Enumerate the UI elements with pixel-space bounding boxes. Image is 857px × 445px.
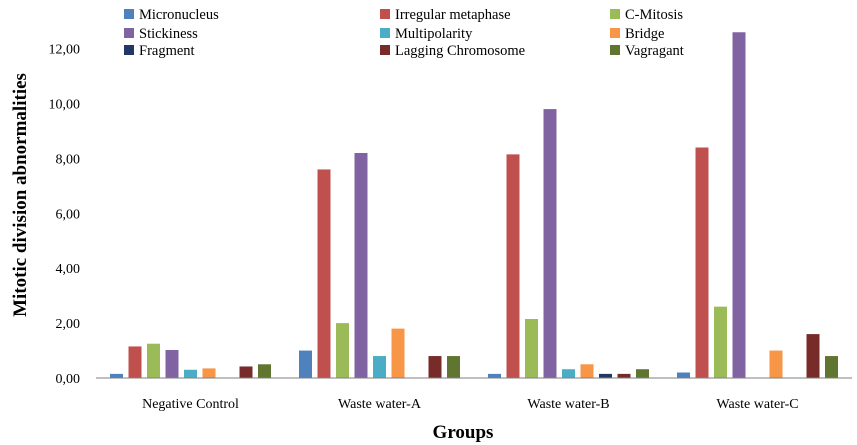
bar bbox=[428, 356, 442, 378]
bar bbox=[128, 346, 142, 378]
legend-label: Vagragant bbox=[625, 43, 684, 59]
legend-label: Irregular metaphase bbox=[395, 7, 511, 23]
legend-label: C-Mitosis bbox=[625, 7, 683, 23]
bar bbox=[110, 373, 123, 378]
bar bbox=[391, 328, 405, 378]
legend-swatch bbox=[610, 28, 620, 38]
bar bbox=[525, 319, 538, 378]
bar bbox=[732, 32, 746, 378]
x-tick-label: Waste water-A bbox=[338, 397, 422, 412]
legend-label: Stickiness bbox=[139, 26, 198, 42]
y-tick-label: 4,00 bbox=[56, 262, 81, 277]
bar bbox=[317, 169, 331, 378]
y-axis: 0,00 2,00 4,00 6,00 8,00 10,00 12,00 bbox=[49, 43, 81, 387]
bar bbox=[714, 306, 727, 378]
legend-label: Micronucleus bbox=[139, 7, 219, 23]
y-axis-title: Mitotic division abnormalities bbox=[10, 73, 31, 317]
bar bbox=[617, 373, 631, 378]
legend-swatch bbox=[380, 45, 390, 55]
bar bbox=[543, 109, 557, 378]
bar bbox=[202, 368, 216, 378]
bar bbox=[488, 373, 501, 378]
bar bbox=[806, 334, 820, 378]
y-tick-label: 12,00 bbox=[49, 43, 81, 58]
y-tick-label: 8,00 bbox=[56, 152, 81, 167]
bar bbox=[354, 152, 368, 378]
y-tick-label: 2,00 bbox=[56, 317, 81, 332]
bar bbox=[636, 369, 649, 378]
x-axis: Negative Control Waste water-A Waste water… bbox=[96, 377, 852, 412]
bar bbox=[258, 364, 271, 378]
bar bbox=[299, 350, 312, 378]
bar bbox=[580, 364, 594, 378]
legend-label: Bridge bbox=[625, 26, 664, 42]
y-tick-label: 0,00 bbox=[56, 372, 81, 387]
legend-swatch bbox=[380, 9, 390, 19]
legend-swatch bbox=[124, 9, 134, 19]
legend-swatch bbox=[124, 28, 134, 38]
x-tick-label: Waste water-C bbox=[716, 397, 798, 412]
bar bbox=[825, 356, 838, 378]
bar bbox=[336, 323, 349, 378]
bar bbox=[599, 373, 612, 378]
x-tick-label: Negative Control bbox=[142, 397, 239, 412]
bar bbox=[147, 343, 160, 378]
legend-swatch bbox=[610, 9, 620, 19]
y-tick-label: 10,00 bbox=[49, 98, 81, 113]
bar bbox=[562, 369, 575, 378]
legend-label: Lagging Chromosome bbox=[395, 43, 525, 59]
legend-swatch bbox=[610, 45, 620, 55]
legend-label: Multipolarity bbox=[395, 26, 473, 42]
bar bbox=[506, 154, 520, 378]
bar bbox=[373, 356, 386, 378]
bar bbox=[695, 147, 709, 378]
chart-legend: Micronucleus Irregular metaphase C-Mitosis… bbox=[124, 7, 684, 59]
x-axis-title: Groups bbox=[433, 422, 494, 443]
bar bbox=[239, 366, 253, 378]
legend-label: Fragment bbox=[139, 43, 195, 59]
legend-swatch bbox=[380, 28, 390, 38]
bar bbox=[677, 372, 690, 378]
x-tick-label: Waste water-B bbox=[527, 397, 609, 412]
y-tick-label: 6,00 bbox=[56, 207, 81, 222]
bar bbox=[447, 356, 460, 378]
bar bbox=[165, 350, 179, 378]
bar bbox=[184, 369, 197, 378]
legend-swatch bbox=[124, 45, 134, 55]
bars bbox=[110, 32, 838, 378]
bar bbox=[769, 350, 783, 378]
